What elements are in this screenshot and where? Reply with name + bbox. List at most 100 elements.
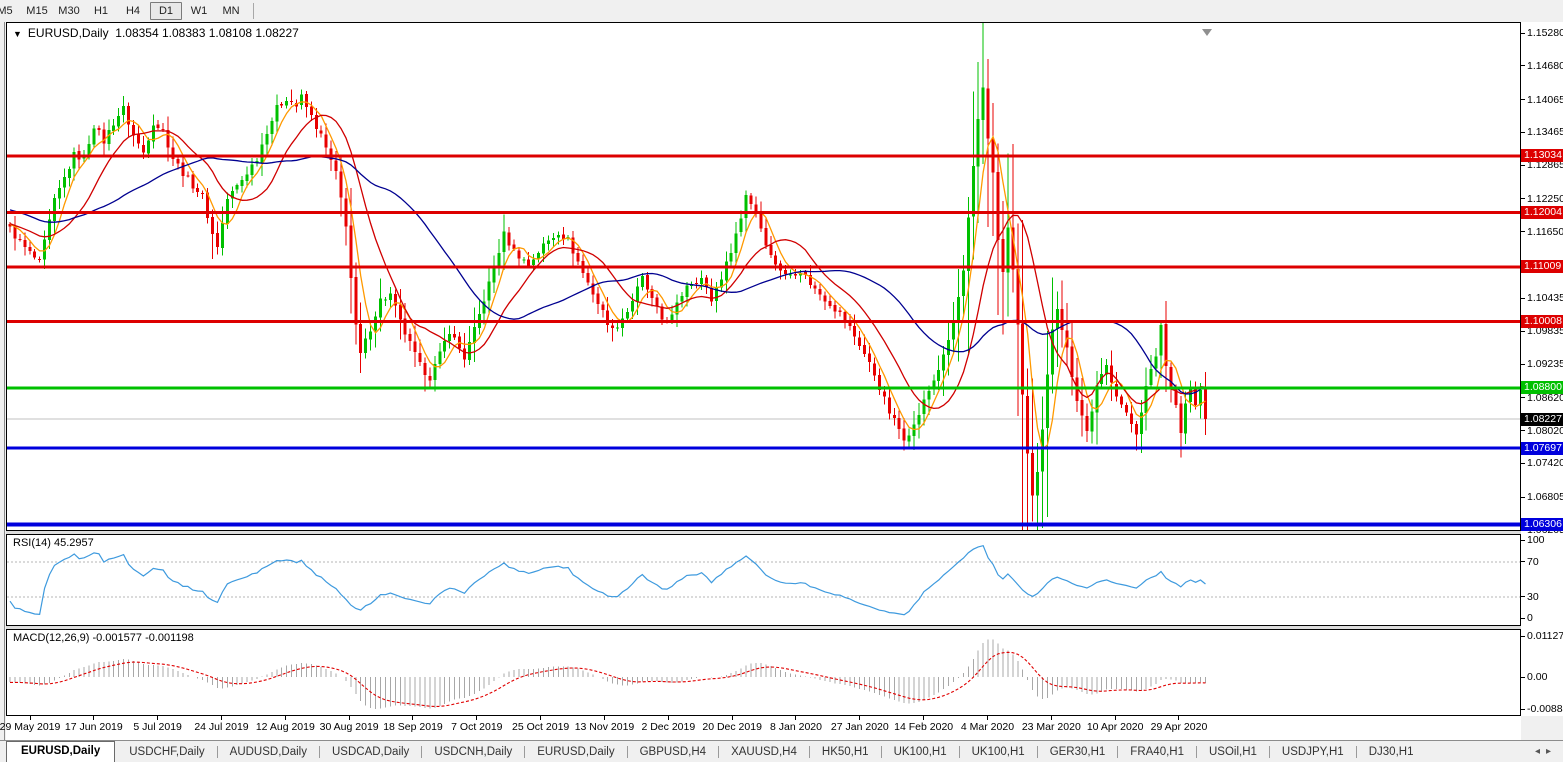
date-label: 23 Mar 2020 bbox=[1021, 721, 1081, 733]
tab-separator bbox=[318, 745, 320, 758]
chart-tab-ger30-h1[interactable]: GER30,H1 bbox=[1049, 746, 1106, 758]
axis-tick bbox=[1520, 430, 1525, 432]
date-tick bbox=[29, 716, 31, 720]
hline-1.11009 bbox=[7, 265, 1520, 269]
chart-tab-uk100-h1[interactable]: UK100,H1 bbox=[893, 746, 947, 758]
chart-tab-usdcnh-daily[interactable]: USDCNH,Daily bbox=[434, 746, 513, 758]
chart-tab-gbpusd-h4[interactable]: GBPUSD,H4 bbox=[639, 746, 707, 758]
price-tick-label: 100 bbox=[1527, 534, 1545, 546]
date-label: 18 Sep 2019 bbox=[383, 721, 443, 733]
rsi-line bbox=[9, 544, 1206, 616]
chart-title: ▼ EURUSD,Daily 1.08354 1.08383 1.08108 1.… bbox=[13, 26, 299, 40]
chart-tab-eurusd-daily[interactable]: EURUSD,Daily bbox=[6, 741, 116, 762]
chart-tab-usoil-h1[interactable]: USOil,H1 bbox=[1208, 746, 1257, 758]
price-tick-label: 0.00 bbox=[1527, 671, 1548, 683]
date-label: 17 Jun 2019 bbox=[64, 721, 123, 733]
macd-label: MACD(12,26,9) -0.001577 -0.001198 bbox=[13, 632, 194, 644]
timeframe-button-h1[interactable]: H1 bbox=[93, 5, 109, 17]
date-tick bbox=[603, 716, 605, 720]
tab-separator bbox=[1117, 745, 1119, 758]
date-label: 20 Dec 2019 bbox=[702, 721, 762, 733]
main-chart-panel[interactable] bbox=[6, 22, 1521, 531]
date-label: 10 Apr 2020 bbox=[1086, 721, 1144, 733]
timeframe-button-m30[interactable]: M30 bbox=[58, 5, 80, 17]
chart-tab-hk50-h1[interactable]: HK50,H1 bbox=[821, 746, 869, 758]
shift-marker-icon bbox=[1202, 29, 1212, 36]
timeframe-button-d1[interactable]: D1 bbox=[150, 2, 182, 20]
date-axis[interactable]: 29 May 2019 17 Jun 2019 5 Jul 2019 24 Jul 2… bbox=[0, 716, 1521, 740]
chart-tab-usdjpy-h1[interactable]: USDJPY,H1 bbox=[1281, 746, 1344, 758]
chart-tab-uk100-h1[interactable]: UK100,H1 bbox=[971, 746, 1025, 758]
axis-tick bbox=[1520, 676, 1525, 678]
rsi-panel[interactable] bbox=[6, 534, 1521, 626]
date-tick bbox=[1178, 716, 1180, 720]
timeframe-button-w1[interactable]: W1 bbox=[190, 5, 208, 17]
main-chart-canvas[interactable] bbox=[7, 23, 1520, 530]
axis-tick bbox=[1520, 539, 1525, 541]
axis-tick bbox=[1520, 231, 1525, 233]
timeframe-button-m15[interactable]: M15 bbox=[26, 5, 48, 17]
price-tick-label: 1.11650 bbox=[1527, 225, 1563, 238]
chart-tab-fra40-h1[interactable]: FRA40,H1 bbox=[1130, 746, 1184, 758]
axis-tick bbox=[1520, 32, 1525, 34]
date-tick bbox=[859, 716, 861, 720]
timeframe-button-h4[interactable]: H4 bbox=[125, 5, 141, 17]
tab-separator bbox=[808, 745, 810, 758]
timeframe-button-m5[interactable]: M5 bbox=[0, 5, 13, 17]
price-level-chip: 1.08227 bbox=[1521, 412, 1563, 426]
date-tick bbox=[476, 716, 478, 720]
chart-tab-usdchf-daily[interactable]: USDCHF,Daily bbox=[129, 746, 205, 758]
price-tick-label: 0 bbox=[1527, 612, 1533, 624]
tab-separator bbox=[626, 745, 628, 758]
axis-tick bbox=[1520, 198, 1525, 200]
timeframe-buttons: M5 M15 M30 H1 H4 D1 W1 MN bbox=[0, 2, 247, 20]
axis-tick bbox=[1520, 131, 1525, 133]
candles-layer bbox=[8, 23, 1207, 530]
axis-tick bbox=[1520, 65, 1525, 67]
date-tick bbox=[157, 716, 159, 720]
price-tick-label: 1.14065 bbox=[1527, 93, 1563, 106]
tab-scroll-left-icon[interactable]: ◂ bbox=[1534, 746, 1546, 757]
price-tick-label: 0.011277 bbox=[1527, 630, 1563, 643]
price-axis-column[interactable] bbox=[1521, 22, 1563, 716]
rsi-canvas[interactable] bbox=[7, 535, 1520, 625]
panel-divider[interactable] bbox=[6, 531, 1521, 534]
chart-tab-xauusd-h4[interactable]: XAUUSD,H4 bbox=[731, 746, 797, 758]
price-tick-label: 1.12250 bbox=[1527, 192, 1563, 205]
hline-1.06306 bbox=[7, 522, 1520, 527]
macd-histogram-layer bbox=[9, 639, 1206, 709]
price-tick-label: 1.15280 bbox=[1527, 27, 1563, 39]
date-label: 7 Oct 2019 bbox=[451, 721, 503, 733]
timeframe-toolbar: M5 M15 M30 H1 H4 D1 W1 MN bbox=[0, 0, 1563, 22]
tab-separator bbox=[880, 745, 882, 758]
date-label: 25 Oct 2019 bbox=[512, 721, 570, 733]
price-tick-label: 1.08620 bbox=[1527, 391, 1563, 404]
chart-dropdown-icon[interactable]: ▼ bbox=[13, 29, 22, 39]
chart-tab-audusd-daily[interactable]: AUDUSD,Daily bbox=[229, 746, 307, 758]
date-tick bbox=[1114, 716, 1116, 720]
chart-tab-usdcad-daily[interactable]: USDCAD,Daily bbox=[331, 746, 410, 758]
panel-divider[interactable] bbox=[6, 626, 1521, 629]
tab-separator bbox=[524, 745, 526, 758]
date-tick bbox=[986, 716, 988, 720]
price-tick-label: 30 bbox=[1527, 590, 1539, 603]
chart-tab-dj30-h1[interactable]: DJ30,H1 bbox=[1368, 746, 1414, 758]
price-tick-label: 70 bbox=[1527, 555, 1539, 568]
chart-tab-eurusd-daily[interactable]: EURUSD,Daily bbox=[537, 746, 615, 758]
ma-mid-line bbox=[9, 114, 1206, 410]
date-tick bbox=[1050, 716, 1052, 720]
price-level-chip: 1.10008 bbox=[1521, 315, 1563, 329]
tab-scroll-arrows[interactable]: ◂▸ bbox=[1535, 746, 1557, 757]
macd-canvas[interactable] bbox=[7, 630, 1520, 715]
tab-separator bbox=[1355, 745, 1357, 758]
macd-panel[interactable] bbox=[6, 629, 1521, 716]
date-tick bbox=[348, 716, 350, 720]
axis-tick bbox=[1520, 561, 1525, 563]
price-level-chip: 1.13034 bbox=[1521, 149, 1563, 163]
timeframe-button-mn[interactable]: MN bbox=[222, 5, 240, 17]
axis-tick bbox=[1520, 330, 1525, 332]
window-left-border bbox=[4, 22, 5, 741]
date-label: 27 Jan 2020 bbox=[830, 721, 889, 733]
tab-scroll-right-icon[interactable]: ▸ bbox=[1545, 746, 1557, 757]
